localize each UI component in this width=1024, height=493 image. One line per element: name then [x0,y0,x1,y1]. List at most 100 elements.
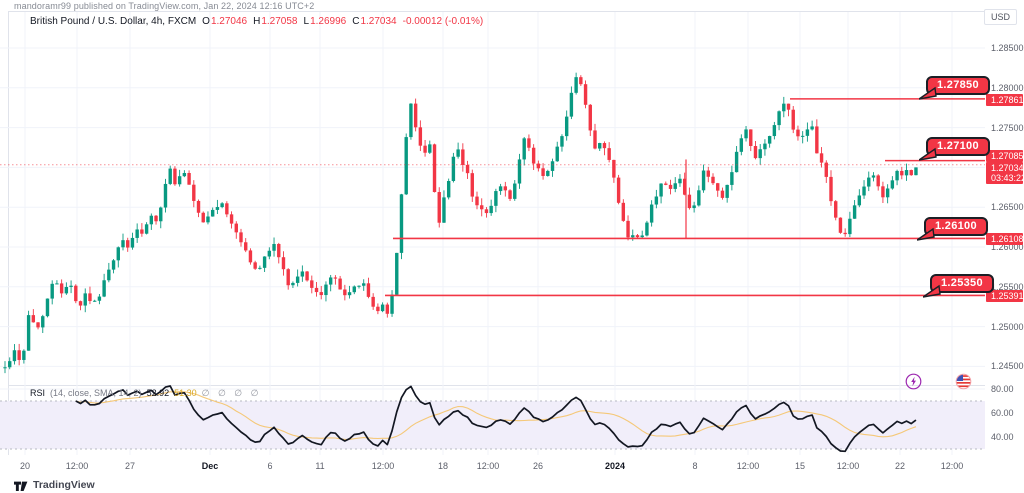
candle-body [843,232,847,235]
candle-body [904,170,909,176]
price-axis-label: 1.27500 [991,123,1024,133]
high-label: H [253,16,261,27]
candle-body [210,209,215,217]
candle-body [541,168,545,176]
us-flag-icon[interactable] [955,373,972,395]
time-axis-label: 2024 [604,461,626,471]
candle-body [470,173,474,197]
price-level-tag: 1.25391 [986,290,1024,302]
rsi-legend: RSI (14, close, SMA, 14, 2) 52.92 51.30 … [30,388,262,399]
candle-body [310,280,314,288]
rsi-ma-line [75,391,917,440]
candle-body [36,322,40,328]
tradingview-logo-icon[interactable] [14,479,28,492]
time-axis-label: 12:00 [836,461,860,471]
candle-body [796,129,800,137]
price-callout[interactable]: 1.26100 [917,217,988,241]
candle-body [569,92,574,117]
time-axis-label: 18 [437,461,449,471]
candle-body [130,237,135,248]
candle-body [786,103,791,110]
time-axis-label: Dec [201,461,219,471]
candle-body [456,149,460,157]
time-axis-label: 8 [692,461,698,471]
price-axis-label: 1.26500 [991,202,1024,212]
candle-body [668,184,673,189]
candle-body [107,269,111,281]
currency-toggle[interactable]: USD [984,9,1017,25]
candle-body [92,300,97,302]
candle-body [498,186,503,192]
candle-body [602,143,607,149]
candle-body [791,109,795,130]
time-axis-label: 12:00 [476,461,500,471]
candle-body [55,283,59,285]
candle-body [720,190,725,198]
candle-body [376,306,380,312]
candle-body [432,144,437,193]
candle-body [423,145,427,153]
candle-body [144,224,149,234]
candle-body [706,170,710,177]
candle-body [442,197,446,223]
candle-body [83,293,87,306]
price-callout[interactable]: 1.25350 [923,274,994,298]
candle-body [848,218,852,235]
current-price-tag: 1.27034 03:43:22 [986,162,1024,184]
candle-body [758,149,762,159]
price-axis[interactable]: 1.28500 1.28000 1.27500 1.26500 1.26000 1.255… [985,10,1024,477]
candle-body [343,289,347,296]
candle-body [347,292,352,296]
candle-body [531,147,536,164]
pane-divider[interactable] [8,385,1023,386]
candle-body [333,277,338,279]
candle-body [26,315,31,351]
candle-body [513,183,517,199]
candlestick-series[interactable] [3,72,918,374]
candle-body [607,148,611,160]
candle-body [895,170,899,181]
candle-body [612,159,616,178]
candle-body [527,138,531,148]
candle-body [267,250,272,257]
price-callout[interactable]: 1.27100 [919,137,990,161]
candle-body [78,301,83,306]
candle-body [428,144,432,153]
candle-body [22,350,26,360]
candle-body [645,222,649,236]
candle-body [196,200,201,213]
candle-body [239,232,243,243]
candle-body [739,138,744,152]
lightning-icon[interactable] [905,373,922,395]
symbol-title[interactable]: British Pound / U.S. Dollar, 4h, FXCM [30,16,197,27]
rsi-title[interactable]: RSI [30,388,46,398]
chart-canvas[interactable] [0,10,985,477]
candle-body [390,294,394,314]
candle-body [305,271,309,281]
candle-body [564,116,569,137]
tradingview-logo-text[interactable]: TradingView [33,479,95,491]
time-axis[interactable]: 20 12:00 27 Dec 6 11 12:00 18 12:00 26 2024 8 12:00 1… [0,455,985,477]
candle-body [640,235,644,238]
candle-body [45,298,50,317]
candle-body [140,229,144,234]
candle-body [465,164,470,174]
frame-top-border [8,11,1023,12]
candle-body [385,304,390,314]
price-axis-label: 1.26000 [991,242,1024,252]
candle-body [281,257,286,270]
time-axis-label: 20 [19,461,31,471]
candle-body [121,240,125,248]
candle-body [852,205,857,219]
candle-body [678,178,682,184]
candle-body [867,177,871,187]
candle-body [461,149,465,165]
candle-body [805,129,810,136]
frame-left-border [8,11,9,477]
candle-body [12,350,17,362]
price-callout[interactable]: 1.27850 [919,76,990,100]
candle-body [824,162,828,177]
candle-body [154,215,158,222]
candle-body [701,170,706,191]
